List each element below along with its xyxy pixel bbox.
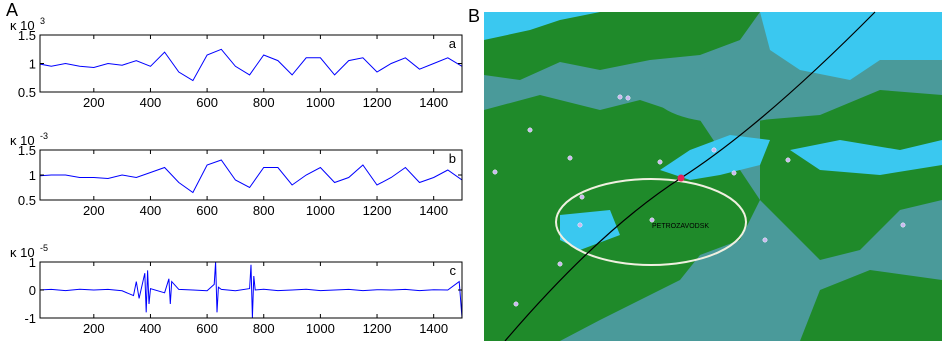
city-label: PETROZAVODSK	[652, 223, 709, 230]
y-axis-exponent: -3	[40, 131, 48, 141]
y-tick-label: 0	[29, 283, 36, 298]
x-tick-label: 800	[253, 95, 275, 110]
x-tick-label: 1200	[363, 321, 392, 336]
axes-box	[40, 35, 462, 92]
x-tick-label: 400	[140, 203, 162, 218]
location-marker	[678, 175, 685, 182]
y-tick-label: 0.5	[18, 193, 36, 208]
x-tick-label: 600	[196, 203, 218, 218]
x-tick-label: 1200	[363, 203, 392, 218]
panel-label: B	[468, 6, 480, 26]
figure: A PETROZAVODSK B 20040060080010001200140…	[0, 0, 942, 341]
panel-letter: c	[450, 263, 457, 278]
line	[37, 262, 462, 318]
y-tick-label: 1	[29, 57, 36, 72]
y-axis-label: κ 10	[10, 245, 35, 260]
x-tick-label: 200	[83, 321, 105, 336]
x-tick-label: 1400	[419, 321, 448, 336]
panel-letter: b	[449, 151, 456, 166]
map: PETROZAVODSK	[484, 12, 942, 341]
x-tick-label: 800	[253, 203, 275, 218]
line	[37, 49, 462, 80]
x-tick-label: 200	[83, 95, 105, 110]
x-tick-label: 600	[196, 321, 218, 336]
x-tick-label: 1000	[306, 321, 335, 336]
y-tick-label: 1	[29, 168, 36, 183]
axes-box	[40, 150, 462, 200]
x-tick-label: 1000	[306, 95, 335, 110]
page: {"panel_labels": {"left": "A", "right": …	[0, 0, 942, 341]
plot-area	[37, 160, 462, 193]
y-tick-label: -1	[24, 311, 36, 326]
plot-area	[37, 262, 462, 318]
y-axis-exponent: 3	[40, 16, 45, 26]
y-tick-label: 0.5	[18, 85, 36, 100]
y-axis-label: κ 10	[10, 18, 35, 33]
plot-area	[37, 49, 462, 80]
panel-label: A	[6, 0, 18, 20]
x-tick-label: 200	[83, 203, 105, 218]
x-tick-label: 1400	[419, 95, 448, 110]
x-tick-label: 1400	[419, 203, 448, 218]
line	[37, 160, 462, 193]
x-tick-label: 800	[253, 321, 275, 336]
x-tick-label: 400	[140, 95, 162, 110]
panel-letter: a	[449, 36, 457, 51]
x-tick-label: 1200	[363, 95, 392, 110]
x-tick-label: 1000	[306, 203, 335, 218]
y-axis-label: κ 10	[10, 133, 35, 148]
x-tick-label: 600	[196, 95, 218, 110]
y-axis-exponent: -5	[40, 243, 48, 253]
lake	[655, 67, 805, 123]
x-tick-label: 400	[140, 321, 162, 336]
